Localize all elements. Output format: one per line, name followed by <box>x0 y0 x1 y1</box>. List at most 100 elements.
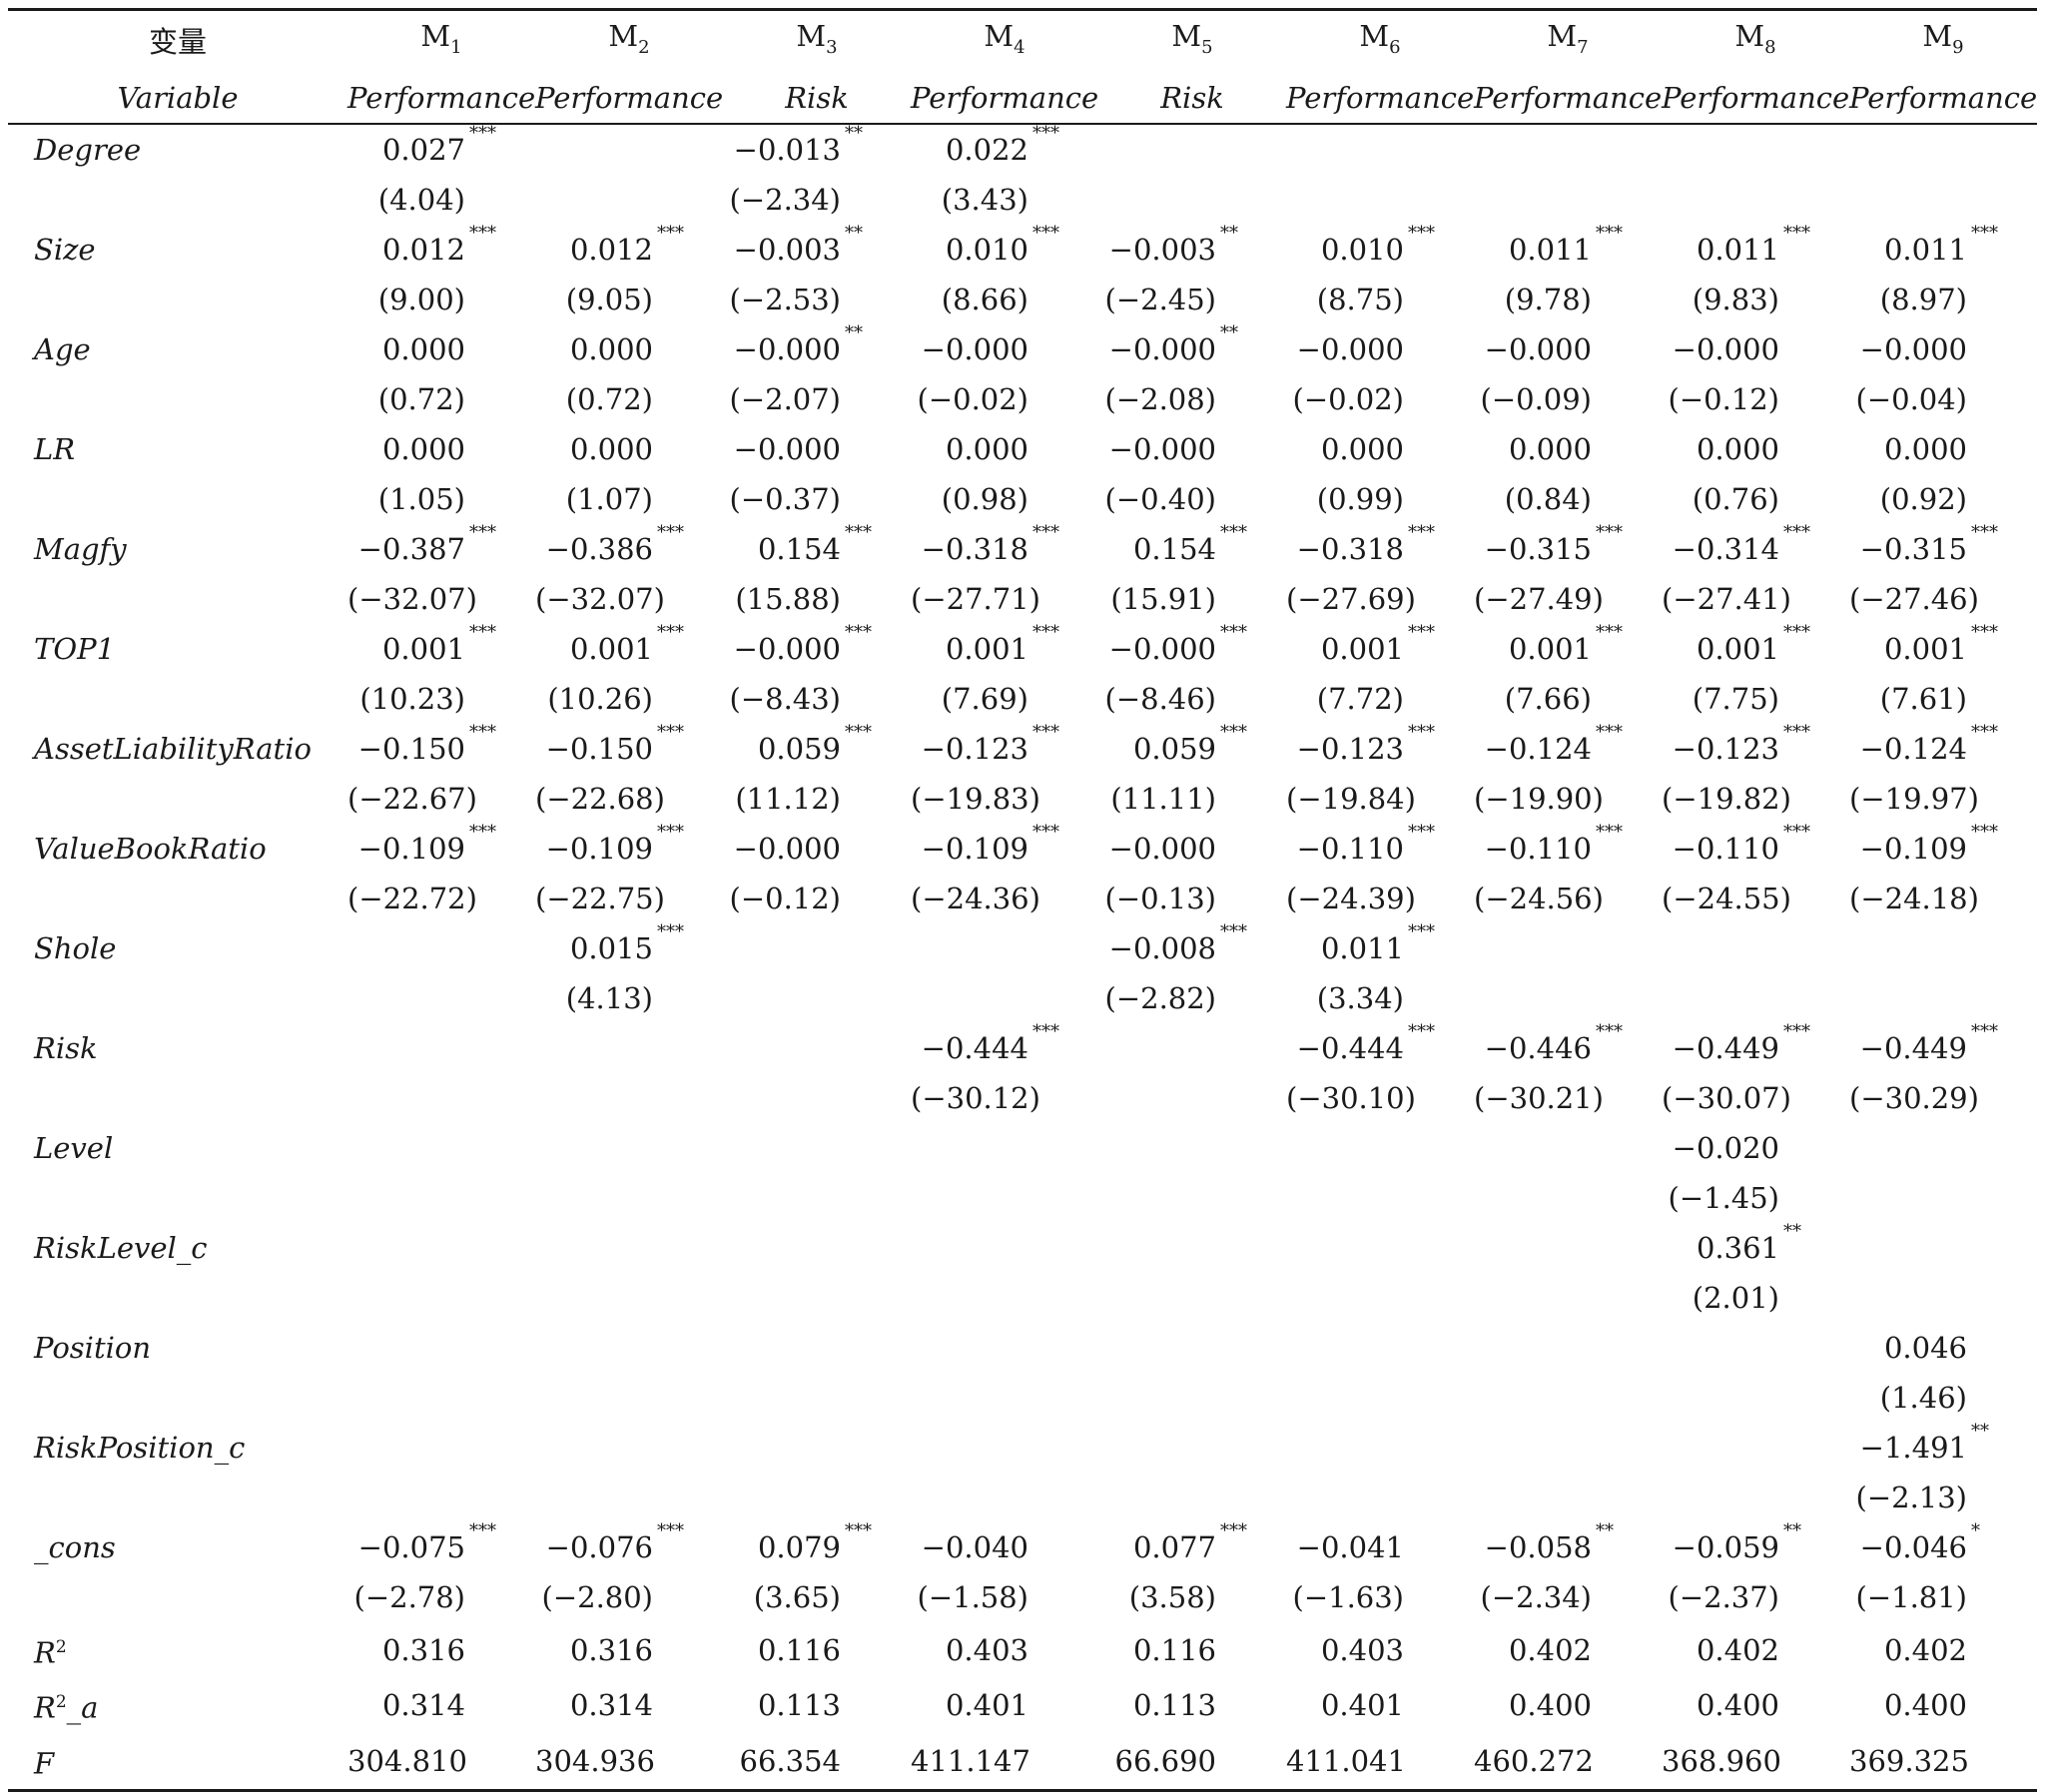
t-statistic: (−8.46) <box>1104 681 1217 716</box>
coef-cell: −0.040 <box>911 1522 1098 1572</box>
t-statistic <box>911 1173 1098 1223</box>
blank-cell <box>8 275 347 324</box>
t-statistic: (−32.07) <box>347 581 477 616</box>
variable-name: AssetLiabilityRatio <box>34 731 312 766</box>
t-statistic: (10.23) <box>359 681 465 716</box>
coef-cell: −0.449 *** <box>1849 1021 2037 1073</box>
header-row-dv: Variable Performance Performance Risk Perfor… <box>8 72 2037 125</box>
coef-value: −0.000 <box>733 831 841 866</box>
coef-value: −0.444 <box>1296 1030 1404 1065</box>
coef-value: 0.010 <box>945 232 1028 267</box>
stat-value: 304.810 <box>347 1733 535 1792</box>
coef-value: 0.000 <box>1508 431 1592 466</box>
coef-value: −0.386 <box>545 531 653 566</box>
t-statistic <box>1474 973 1662 1023</box>
t-statistic: (15.88) <box>735 581 841 616</box>
coef-cell <box>911 923 1098 973</box>
significance-stars: *** <box>1032 1020 1059 1042</box>
tstat-row: (−22.67) (−22.68) (11.12) (−19.83) (11.11) (−… <box>8 774 2037 824</box>
significance-stars: ** <box>1783 1220 1801 1242</box>
coef-value: −0.318 <box>1296 531 1404 566</box>
coef-row: Risk −0.444 *** −0.444 *** −0.446 *** −0.449 ***… <box>8 1021 2037 1073</box>
t-statistic: (−22.67) <box>347 781 477 816</box>
model-index: 2 <box>638 36 650 58</box>
coef-row: Shole 0.015 *** −0.008 *** 0.011 *** <box>8 921 2037 973</box>
t-statistic <box>723 1373 911 1423</box>
coef-row: RiskLevel_c 0.361 ** <box>8 1221 2037 1273</box>
t-statistic: (−22.72) <box>347 881 477 915</box>
coef-cell: −0.041 <box>1286 1522 1474 1572</box>
stat-value: 0.400 <box>1696 1688 1779 1723</box>
model-index: 6 <box>1389 36 1401 58</box>
coef-value: −0.000 <box>1859 331 1967 366</box>
significance-stars: *** <box>469 721 496 743</box>
coef-value: 0.059 <box>757 731 841 766</box>
coef-value: −0.000 <box>1108 331 1216 366</box>
coef-row: Age 0.000 0.000 −0.000 ** −0.000 −0.000 ** −0.00… <box>8 322 2037 374</box>
significance-stars: *** <box>1408 521 1435 543</box>
significance-stars: *** <box>1032 122 1059 144</box>
coef-cell: 0.046 <box>1849 1323 2037 1373</box>
t-statistic: (7.61) <box>1879 681 1967 716</box>
blank-cell <box>8 874 347 923</box>
blank-cell <box>8 1373 347 1423</box>
significance-stars: *** <box>1220 521 1247 543</box>
coef-cell <box>1098 124 1286 175</box>
t-statistic <box>1098 175 1286 225</box>
t-statistic: (−32.07) <box>535 581 665 616</box>
significance-stars: *** <box>469 821 496 843</box>
coef-value: −0.314 <box>1672 531 1779 566</box>
coef-cell <box>1474 1123 1662 1173</box>
coef-value: −0.110 <box>1296 831 1404 866</box>
model-letter: M <box>608 19 639 53</box>
coef-value: 0.000 <box>1883 431 1967 466</box>
coef-cell: 0.000 <box>347 324 535 374</box>
significance-stars: * <box>1971 1519 1980 1541</box>
coef-cell <box>1474 1223 1662 1273</box>
t-statistic: (−0.40) <box>1104 481 1217 516</box>
t-statistic: (−19.83) <box>911 781 1040 816</box>
coef-cell <box>1098 1323 1286 1373</box>
significance-stars: *** <box>1783 1020 1810 1042</box>
significance-stars: *** <box>845 621 872 643</box>
coef-cell <box>723 1423 911 1473</box>
header-dependent-variable: Performance <box>347 72 535 125</box>
t-statistic <box>1098 1373 1286 1423</box>
t-statistic <box>911 1473 1098 1522</box>
t-statistic: (−19.97) <box>1849 781 1979 816</box>
stat-value: 368.960 <box>1662 1733 1849 1792</box>
t-statistic <box>347 1273 535 1323</box>
t-statistic: (−0.12) <box>729 881 842 915</box>
significance-stars: ** <box>1783 1519 1801 1541</box>
coef-cell: −0.109 *** <box>535 822 723 874</box>
coef-cell: 0.000 <box>535 324 723 374</box>
model-index: 4 <box>1014 36 1025 58</box>
coef-row: TOP1 0.001 *** 0.001 *** −0.000 *** 0.001 *** −0.… <box>8 622 2037 674</box>
t-statistic <box>535 1173 723 1223</box>
coef-cell: 0.011 *** <box>1474 223 1662 275</box>
coef-cell <box>1474 124 1662 175</box>
coef-cell: −0.318 *** <box>1286 522 1474 574</box>
blank-cell <box>8 1073 347 1123</box>
stat-value: 0.116 <box>757 1632 841 1667</box>
t-statistic: (−24.56) <box>1474 881 1604 915</box>
significance-stars: ** <box>845 122 863 144</box>
significance-stars: *** <box>1032 721 1059 743</box>
stat-name: F <box>8 1733 347 1792</box>
t-statistic: (−30.21) <box>1474 1080 1604 1115</box>
t-statistic <box>347 1073 535 1123</box>
coef-value: −0.318 <box>921 531 1028 566</box>
coef-cell: −0.150 *** <box>347 722 535 774</box>
coef-cell: −0.000 <box>1662 324 1849 374</box>
significance-stars: *** <box>1220 721 1247 743</box>
stat-value: 304.936 <box>535 1733 723 1792</box>
t-statistic: (0.92) <box>1879 481 1967 516</box>
coef-cell <box>535 1223 723 1273</box>
header-model: M3 <box>723 7 911 73</box>
significance-stars: *** <box>657 721 684 743</box>
coef-cell: 0.001 *** <box>1849 622 2037 674</box>
coef-cell: 0.000 <box>1474 424 1662 474</box>
coef-value: −0.124 <box>1484 731 1592 766</box>
coef-row: _cons −0.075 *** −0.076 *** 0.079 *** −0.040 0.0… <box>8 1520 2037 1572</box>
t-statistic: (−19.82) <box>1662 781 1791 816</box>
